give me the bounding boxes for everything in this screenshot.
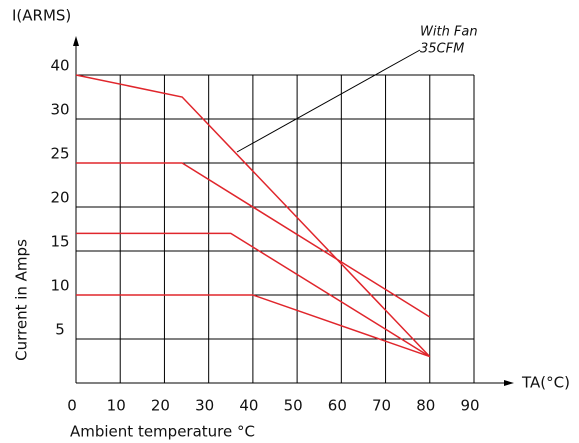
x-tick-label: 30 [195, 397, 214, 415]
x-tick-label: 40 [239, 397, 258, 415]
annotation: With Fan [420, 25, 478, 40]
y-tick-label: 15 [50, 233, 69, 251]
y-tick-label: 25 [50, 145, 69, 163]
x-tick-label: 90 [460, 397, 479, 415]
annotation-leader [236, 49, 421, 153]
y-tick-label: 30 [50, 101, 69, 119]
y-axis-title: I(ARMS) [12, 7, 71, 25]
series-line [75, 74, 431, 358]
x-tick-label: 50 [284, 397, 303, 415]
x-tick-label: 0 [67, 397, 77, 415]
x-tick-label: 80 [416, 397, 435, 415]
x-arrow [504, 380, 514, 386]
y-tick-label: 5 [55, 321, 65, 339]
x-tick-label: 10 [107, 397, 126, 415]
x-tick-label: 20 [151, 397, 170, 415]
y-tick-label: 10 [50, 277, 69, 295]
y-tick-label: 40 [50, 57, 69, 75]
x-tick-label: 60 [328, 397, 347, 415]
y-label: Current in Amps [13, 239, 31, 361]
y-arrow [73, 36, 79, 46]
x-label: Ambient temperature °C [70, 423, 255, 441]
series-line [76, 232, 431, 358]
x-axis-title: TA(°C) [521, 374, 570, 392]
series-line [76, 294, 431, 358]
annotation: 35CFM [420, 42, 464, 57]
x-tick-label: 70 [372, 397, 391, 415]
series-line [76, 162, 431, 318]
y-tick-label: 20 [50, 189, 69, 207]
